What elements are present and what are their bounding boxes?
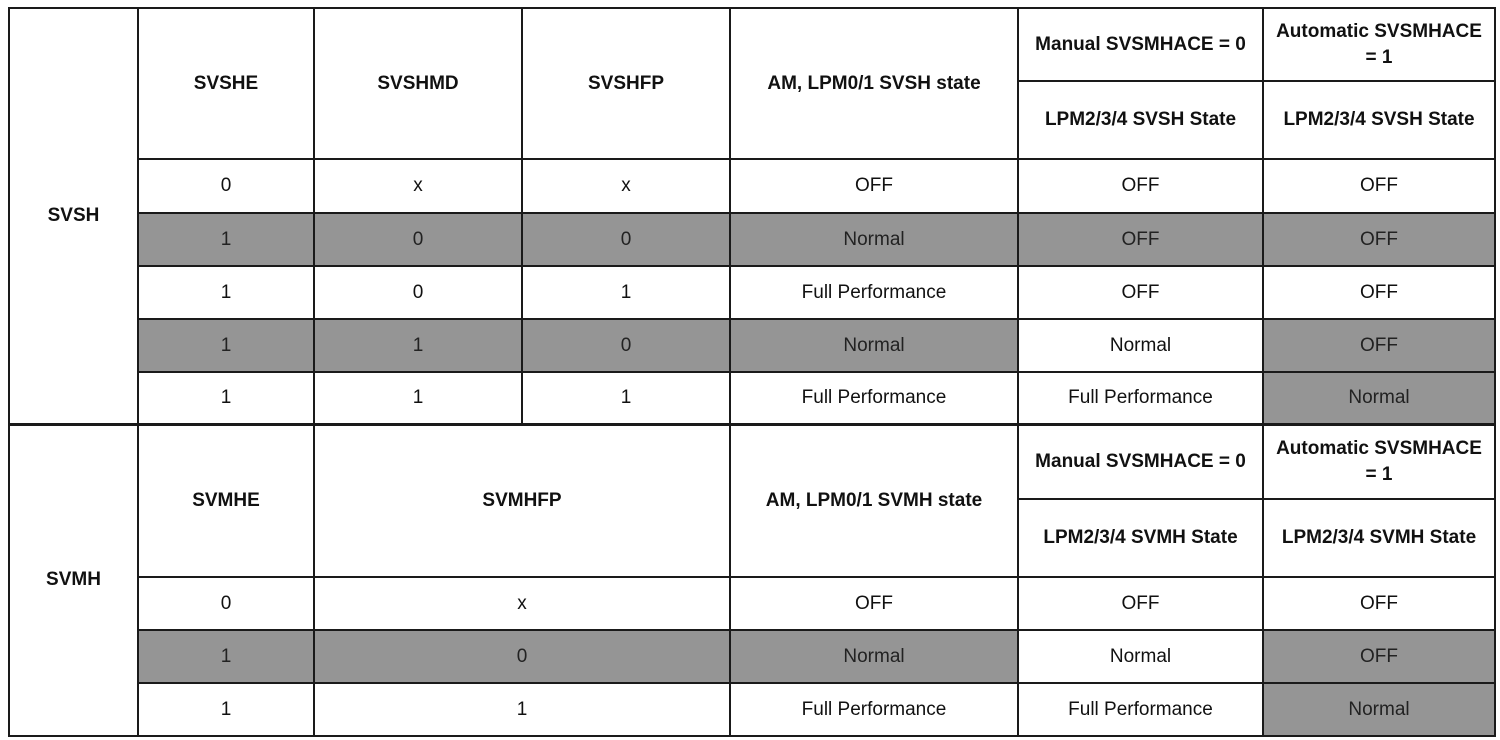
- cell-svshe: 1: [137, 371, 315, 425]
- cell-svshfp: 0: [521, 212, 731, 267]
- cell-svshfp: x: [521, 158, 731, 214]
- header-svmhfp: SVMHFP: [313, 422, 731, 578]
- cell-svmhfp: 1: [313, 682, 731, 737]
- table-row: 1 0 1 Full Performance OFF OFF: [9, 265, 1496, 320]
- header-manual-lpm234-state: LPM2/3/4 SVSH State: [1017, 80, 1264, 160]
- cell-automatic-state: Normal: [1262, 371, 1496, 425]
- cell-am-state: Normal: [729, 212, 1019, 267]
- cell-svshe: 1: [137, 318, 315, 373]
- table-row: 1 1 Full Performance Full Performance Normal: [9, 682, 1496, 737]
- header-automatic-lpm234-state: LPM2/3/4 SVMH State: [1262, 498, 1496, 578]
- cell-automatic-state: Normal: [1262, 682, 1496, 737]
- cell-svmhfp: x: [313, 576, 731, 631]
- cell-svmhe: 1: [137, 682, 315, 737]
- section-label-svsh: SVSH: [8, 7, 139, 425]
- table-row: 1 1 1 Full Performance Full Performance Norma…: [9, 371, 1496, 425]
- header-svshe: SVSHE: [137, 7, 315, 160]
- table-row: 1 0 Normal Normal OFF: [9, 629, 1496, 684]
- cell-svshe: 0: [137, 158, 315, 214]
- table-row: 0 x x OFF OFF OFF: [9, 158, 1496, 214]
- cell-svshmd: 1: [313, 371, 523, 425]
- header-automatic: Automatic SVSMHACE = 1: [1262, 7, 1496, 82]
- cell-automatic-state: OFF: [1262, 212, 1496, 267]
- cell-svshmd: 0: [313, 212, 523, 267]
- svs-state-table: SVSH SVSHE SVSHMD SVSHFP AM, LPM0/1 SVSH…: [8, 7, 1496, 737]
- table-row: 1 0 0 Normal OFF OFF: [9, 212, 1496, 267]
- header-svshmd: SVSHMD: [313, 7, 523, 160]
- cell-svmhfp: 0: [313, 629, 731, 684]
- cell-svshfp: 0: [521, 318, 731, 373]
- header-manual-lpm234-state: LPM2/3/4 SVMH State: [1017, 498, 1264, 578]
- cell-automatic-state: OFF: [1262, 629, 1496, 684]
- cell-svshe: 1: [137, 212, 315, 267]
- cell-manual-state: Full Performance: [1017, 682, 1264, 737]
- cell-automatic-state: OFF: [1262, 576, 1496, 631]
- cell-am-state: OFF: [729, 158, 1019, 214]
- cell-manual-state: Normal: [1017, 629, 1264, 684]
- cell-svshmd: 1: [313, 318, 523, 373]
- cell-manual-state: OFF: [1017, 212, 1264, 267]
- header-svshfp: SVSHFP: [521, 7, 731, 160]
- cell-automatic-state: OFF: [1262, 318, 1496, 373]
- header-svmhe: SVMHE: [137, 422, 315, 578]
- cell-manual-state: Full Performance: [1017, 371, 1264, 425]
- cell-am-state: Normal: [729, 318, 1019, 373]
- cell-svshe: 1: [137, 265, 315, 320]
- cell-am-state: Full Performance: [729, 265, 1019, 320]
- header-manual: Manual SVSMHACE = 0: [1017, 422, 1264, 500]
- cell-svshmd: x: [313, 158, 523, 214]
- cell-svmhe: 0: [137, 576, 315, 631]
- section-label-svmh: SVMH: [8, 422, 139, 737]
- cell-automatic-state: OFF: [1262, 265, 1496, 320]
- cell-manual-state: Normal: [1017, 318, 1264, 373]
- table-row: 1 1 0 Normal Normal OFF: [9, 318, 1496, 373]
- cell-manual-state: OFF: [1017, 158, 1264, 214]
- cell-automatic-state: OFF: [1262, 158, 1496, 214]
- cell-manual-state: OFF: [1017, 265, 1264, 320]
- cell-svmhe: 1: [137, 629, 315, 684]
- cell-am-state: OFF: [729, 576, 1019, 631]
- table-row: 0 x OFF OFF OFF: [9, 576, 1496, 631]
- header-am-lpm01-svmh-state: AM, LPM0/1 SVMH state: [729, 422, 1019, 578]
- cell-am-state: Full Performance: [729, 371, 1019, 425]
- cell-svshmd: 0: [313, 265, 523, 320]
- header-automatic: Automatic SVSMHACE = 1: [1262, 422, 1496, 500]
- header-am-lpm01-svsh-state: AM, LPM0/1 SVSH state: [729, 7, 1019, 160]
- header-manual: Manual SVSMHACE = 0: [1017, 7, 1264, 82]
- cell-svshfp: 1: [521, 265, 731, 320]
- cell-manual-state: OFF: [1017, 576, 1264, 631]
- cell-am-state: Normal: [729, 629, 1019, 684]
- header-automatic-lpm234-state: LPM2/3/4 SVSH State: [1262, 80, 1496, 160]
- cell-am-state: Full Performance: [729, 682, 1019, 737]
- cell-svshfp: 1: [521, 371, 731, 425]
